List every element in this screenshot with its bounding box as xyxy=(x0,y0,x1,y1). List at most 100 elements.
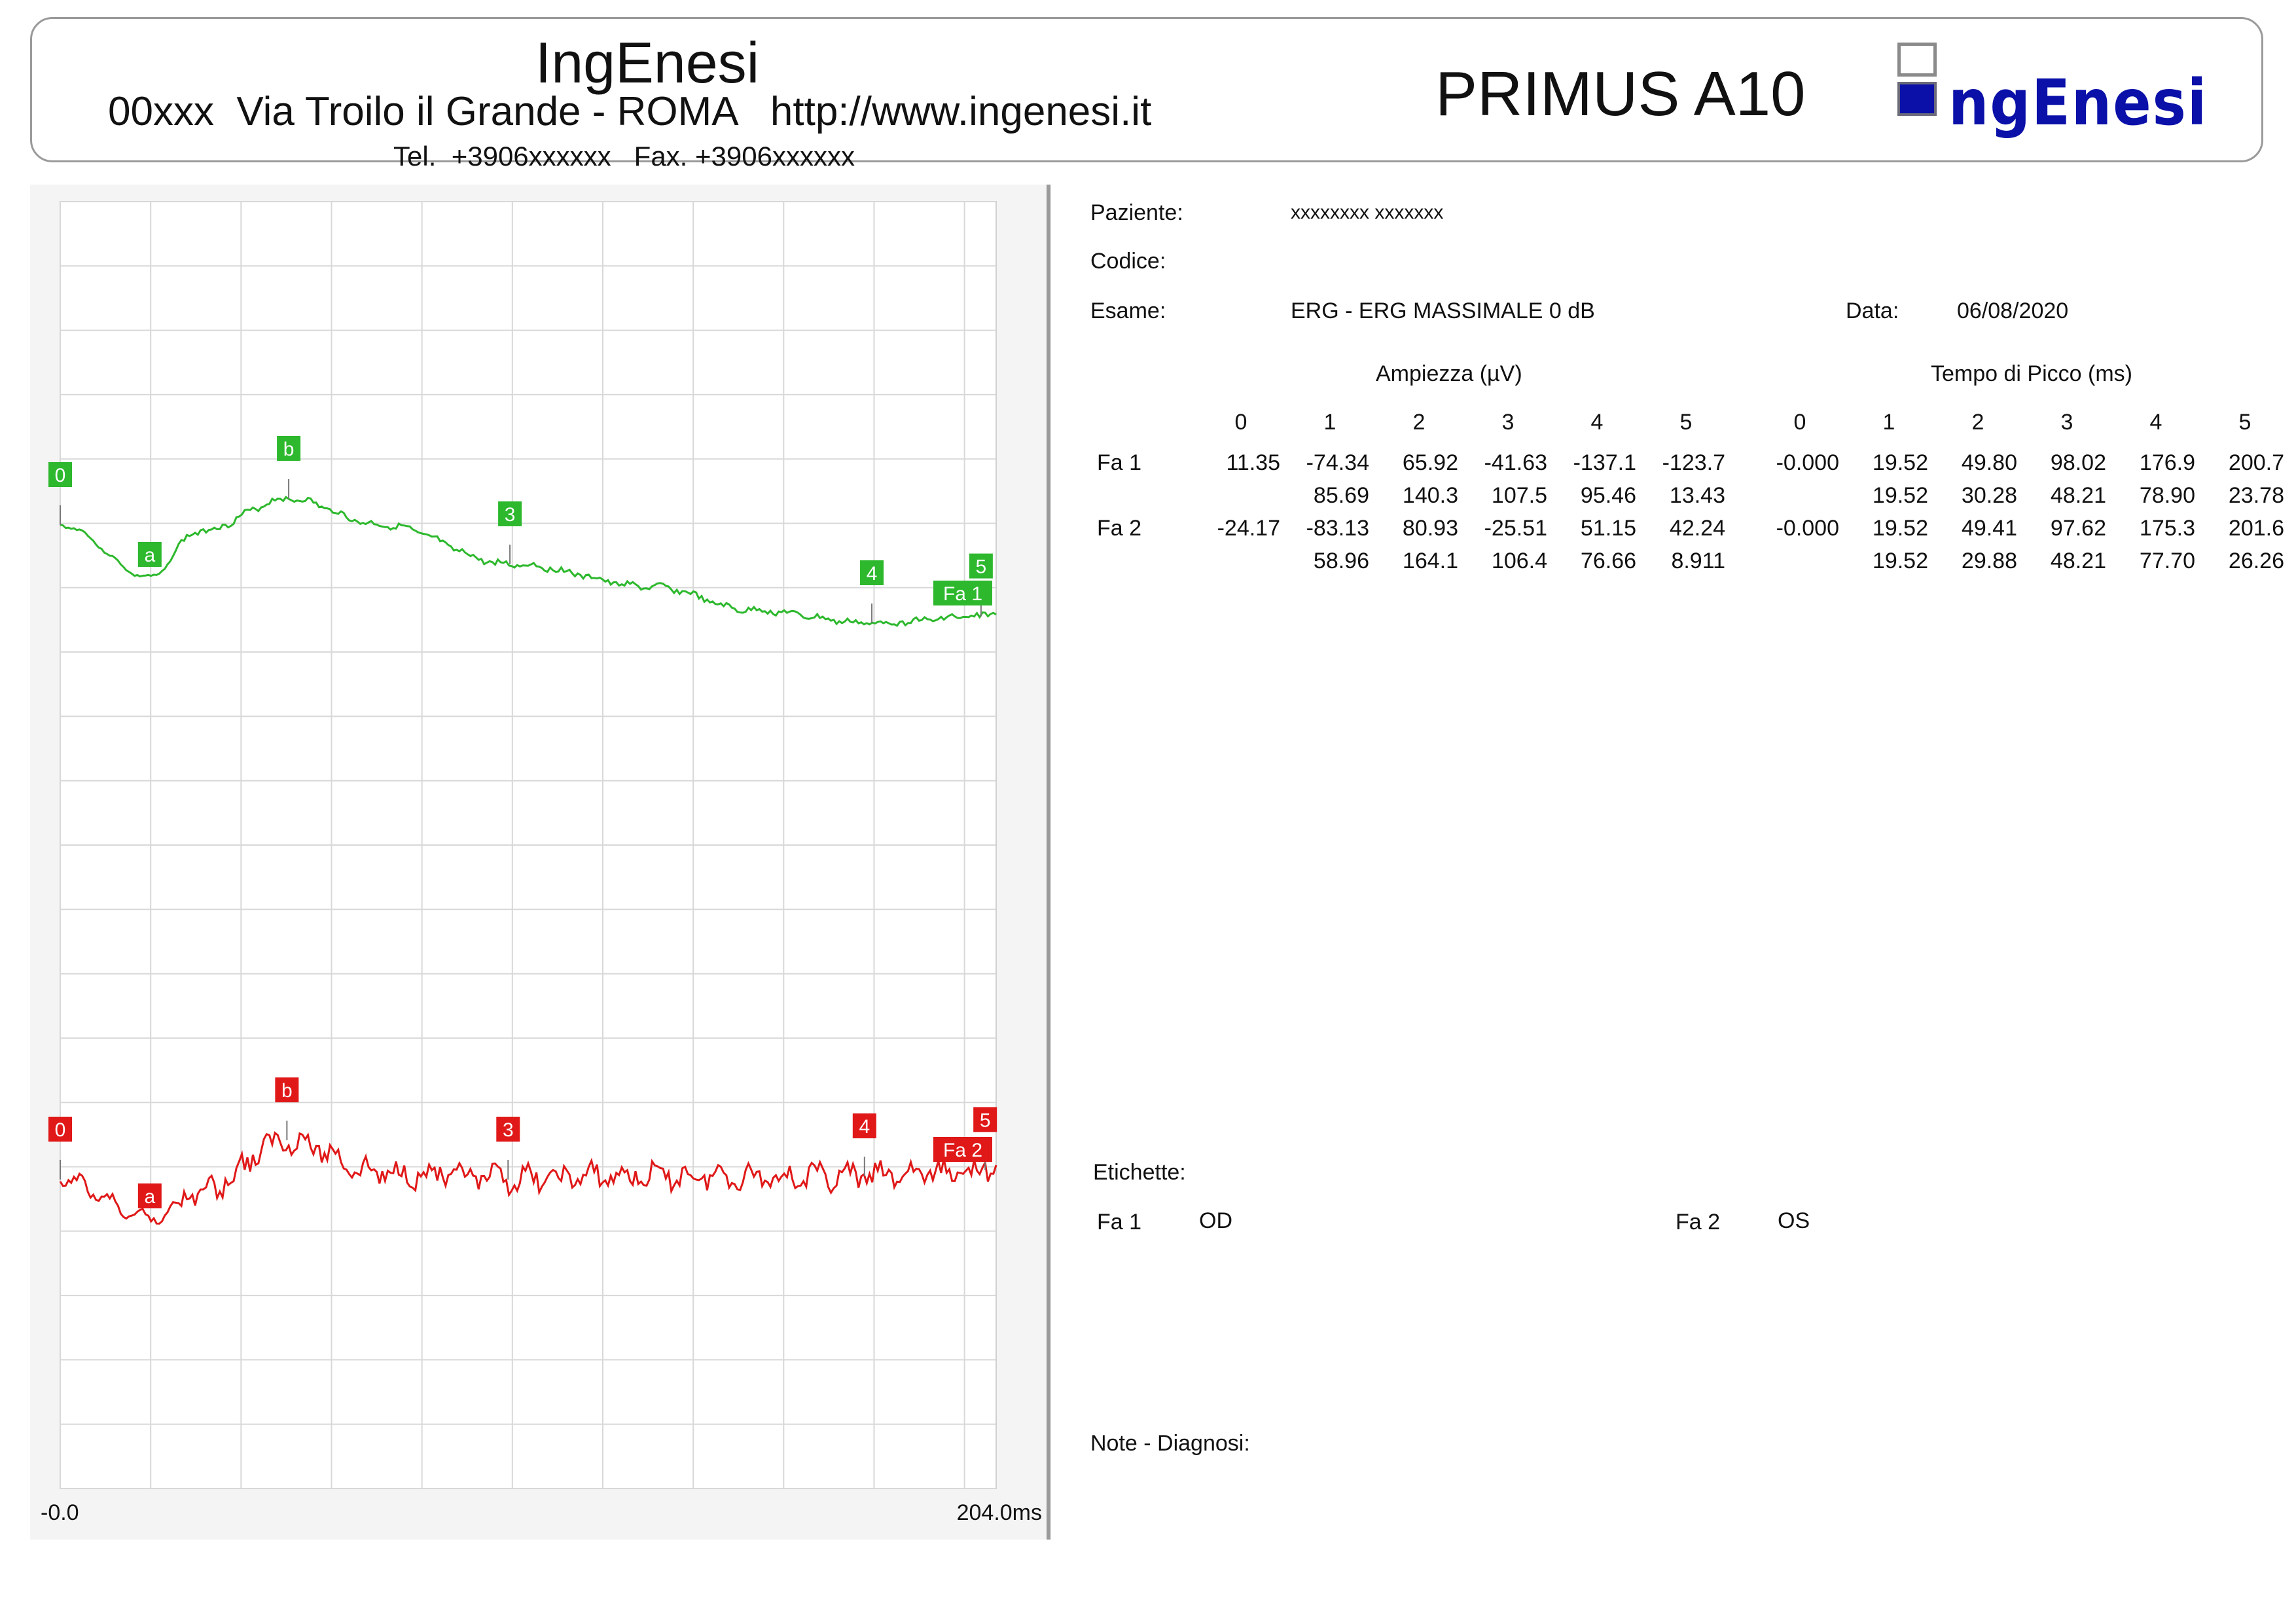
marker-label: 5 xyxy=(976,556,987,578)
tag-fa2-label: Fa 2 xyxy=(1676,1210,1721,1235)
patient-value: xxxxxxxx xxxxxxx xyxy=(1291,202,1444,223)
marker-label: a xyxy=(144,545,155,566)
peak-time-diff-cell: 19.52 xyxy=(1872,549,1928,573)
peak-time-column-header: 4 xyxy=(2149,410,2162,435)
series-name-badge xyxy=(933,581,992,605)
company-name: IngEnesi xyxy=(535,30,760,95)
amplitude-diff-cell: 58.96 xyxy=(1313,549,1369,573)
amplitude-column-header: 2 xyxy=(1412,410,1426,435)
series-name-badge xyxy=(933,1137,992,1162)
waveform-trace-1 xyxy=(60,496,997,627)
peak-time-diff-cell: 19.52 xyxy=(1872,483,1928,508)
amplitude-cell: -41.63 xyxy=(1484,450,1547,475)
marker-label: a xyxy=(144,1186,155,1208)
marker-badge xyxy=(277,436,301,461)
erg-waveform-svg: 0 a b 3 4 5 Fa 1 0 a b 3 4 5 Fa 2 -0.0 204.0ms xyxy=(30,185,1051,1540)
peak-time-diff-cell: 26.26 xyxy=(2228,549,2284,573)
marker-badge xyxy=(137,1183,162,1208)
marker-badge xyxy=(969,553,993,579)
results-row-label: Fa 1 xyxy=(1097,450,1142,475)
peak-time-diff-cell: 30.28 xyxy=(1961,483,2017,508)
product-name: PRIMUS A10 xyxy=(1435,59,1806,129)
marker-label: b xyxy=(281,1080,293,1102)
report-header: IngEnesi 00xxx Via Troilo il Grande - RO… xyxy=(30,17,2263,171)
amplitude-diff-cell: 8.911 xyxy=(1671,549,1725,573)
amplitude-column-header: 0 xyxy=(1234,410,1247,435)
marker-label: 0 xyxy=(55,1119,66,1141)
tags-title: Etichette: xyxy=(1093,1160,1186,1185)
amplitude-cell: -123.7 xyxy=(1662,450,1725,475)
exam-label: Esame: xyxy=(1090,298,1166,323)
peak-time-diff-cell: 48.21 xyxy=(2050,549,2106,573)
amplitude-column-header: 1 xyxy=(1323,410,1336,435)
tag-fa1-value: OD xyxy=(1199,1208,1232,1233)
amplitude-column-header: 4 xyxy=(1590,410,1604,435)
peak-time-cell: 98.02 xyxy=(2050,450,2106,475)
results-row-label: Fa 2 xyxy=(1097,516,1142,541)
amplitude-diff-cell: 140.3 xyxy=(1402,483,1458,508)
ingenesi-logo: ngEnesi xyxy=(1897,43,2206,141)
peak-time-diff-cell: 29.88 xyxy=(1961,549,2017,573)
patient-label: Paziente: xyxy=(1090,200,1183,225)
amplitude-column-header: 5 xyxy=(1679,410,1693,435)
marker-label: 4 xyxy=(859,1116,870,1138)
peak-time-cell: 176.9 xyxy=(2139,450,2195,475)
x-axis-end-label: 204.0ms xyxy=(957,1500,1042,1525)
marker-label: 4 xyxy=(867,563,878,585)
exam-value: ERG - ERG MASSIMALE 0 dB xyxy=(1291,298,1595,323)
peak-time-column-header: 2 xyxy=(1971,410,1984,435)
series-name-label: Fa 2 xyxy=(943,1140,982,1161)
amplitude-cell: -24.17 xyxy=(1217,516,1280,541)
date-label: Data: xyxy=(1846,298,1899,323)
marker-label: 0 xyxy=(55,465,66,486)
marker-badge xyxy=(498,501,522,526)
peak-time-title: Tempo di Picco (ms) xyxy=(1931,361,2132,386)
peak-time-cell: 201.6 xyxy=(2228,516,2284,541)
marker-label: 3 xyxy=(505,504,516,526)
marker-label: 5 xyxy=(980,1110,991,1131)
amplitude-cell: 80.93 xyxy=(1402,516,1458,541)
amplitude-cell: -83.13 xyxy=(1306,516,1369,541)
code-label: Codice: xyxy=(1090,249,1166,274)
amplitude-cell: 65.92 xyxy=(1402,450,1458,475)
marker-badge xyxy=(48,1117,72,1142)
marker-badge xyxy=(973,1107,997,1132)
logo-square-outline-icon xyxy=(1897,43,1937,77)
marker-label: 3 xyxy=(503,1119,514,1141)
amplitude-diff-cell: 95.46 xyxy=(1580,483,1636,508)
amplitude-cell: -137.1 xyxy=(1573,450,1636,475)
date-value: 06/08/2020 xyxy=(1957,298,2069,323)
peak-time-cell: 49.80 xyxy=(1961,450,2017,475)
peak-time-diff-cell: 78.90 xyxy=(2139,483,2195,508)
peak-time-cell: -0.000 xyxy=(1776,516,1839,541)
marker-badge xyxy=(275,1077,299,1102)
marker-badge xyxy=(860,560,884,585)
amplitude-diff-cell: 164.1 xyxy=(1402,549,1458,573)
amplitude-diff-cell: 106.4 xyxy=(1491,549,1547,573)
company-address: 00xxx Via Troilo il Grande - ROMA http:/… xyxy=(108,89,1152,134)
peak-time-diff-cell: 77.70 xyxy=(2139,549,2195,573)
amplitude-cell: 51.15 xyxy=(1580,516,1636,541)
amplitude-cell: 42.24 xyxy=(1669,516,1725,541)
amplitude-cell: -74.34 xyxy=(1306,450,1369,475)
amplitude-cell: -25.51 xyxy=(1484,516,1547,541)
peak-time-cell: 200.7 xyxy=(2228,450,2284,475)
report-info-panel: Paziente: xxxxxxxx xxxxxxx Codice: Esame… xyxy=(1060,185,2284,1540)
peak-time-column-header: 3 xyxy=(2060,410,2073,435)
peak-time-diff-cell: 23.78 xyxy=(2228,483,2284,508)
peak-time-column-header: 5 xyxy=(2238,410,2251,435)
marker-badge xyxy=(48,462,72,487)
amplitude-diff-cell: 85.69 xyxy=(1313,483,1369,508)
logo-wordmark: ngEnesi xyxy=(1948,66,2208,139)
waveform-trace-2 xyxy=(59,1131,997,1225)
tag-fa2-value: OS xyxy=(1778,1208,1810,1233)
tag-fa1-label: Fa 1 xyxy=(1097,1210,1142,1235)
series-name-label: Fa 1 xyxy=(943,583,982,605)
peak-time-cell: 97.62 xyxy=(2050,516,2106,541)
logo-square-filled-icon xyxy=(1897,82,1937,116)
peak-time-cell: 175.3 xyxy=(2139,516,2195,541)
peak-time-cell: 49.41 xyxy=(1961,516,2017,541)
peak-time-column-header: 1 xyxy=(1882,410,1895,435)
chart-markers: 0 a b 3 4 5 Fa 1 0 a b 3 4 5 Fa 2 xyxy=(48,436,997,1208)
company-contacts: Tel. +3906xxxxxx Fax. +3906xxxxxx xyxy=(393,141,855,171)
